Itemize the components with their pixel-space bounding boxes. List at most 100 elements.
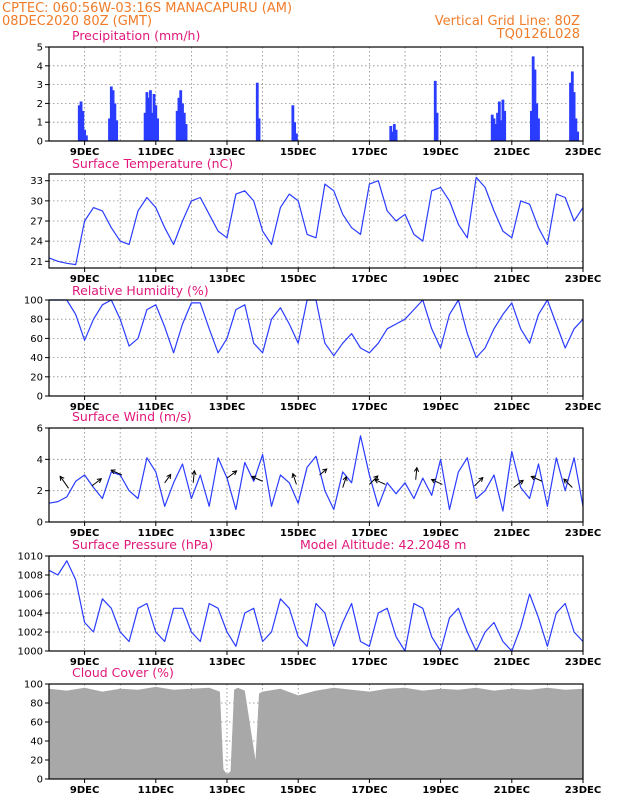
- precip-bar: [572, 92, 576, 141]
- y-tick-label: 100: [24, 680, 43, 691]
- precip-bar: [177, 97, 181, 141]
- header-grid-line: Vertical Grid Line: 80Z: [435, 14, 580, 29]
- wind-arrow-head: [478, 476, 484, 483]
- y-tick-label: 33: [30, 176, 43, 187]
- wind-arrow-head: [342, 475, 348, 482]
- y-tick-label: 0: [37, 775, 43, 786]
- precip-bar: [503, 110, 507, 141]
- x-tick-label: 15DEC: [280, 147, 316, 158]
- x-tick-label: 17DEC: [351, 402, 387, 413]
- precip-bar: [499, 120, 503, 141]
- x-tick-label: 21DEC: [494, 785, 530, 796]
- precip-bar: [394, 129, 398, 141]
- x-tick-label: 13DEC: [209, 274, 245, 285]
- x-tick-label: 23DEC: [565, 402, 601, 413]
- wind-arrow: [513, 479, 524, 488]
- precip-bar: [490, 114, 494, 141]
- wind-arrow-head: [373, 475, 379, 481]
- precip-bar: [291, 105, 295, 141]
- x-tick-label: 21DEC: [494, 657, 530, 668]
- x-tick-label: 19DEC: [422, 657, 458, 668]
- y-tick-label: 0: [37, 392, 43, 403]
- wind-arrow-head: [59, 475, 65, 481]
- precip-bar: [257, 118, 261, 141]
- plots-layer: 0 1 2 3 4 5 9DEC 11DEC 13DEC 15DEC 17DEC 19DEC 21DEC…: [18, 43, 602, 797]
- rh-line: [49, 299, 584, 359]
- wind-line: [48, 435, 584, 512]
- y-tick-label: 20: [30, 756, 43, 767]
- wind-arrow: [91, 478, 102, 487]
- x-tick-label: 17DEC: [351, 528, 387, 539]
- precip-bar: [392, 124, 396, 141]
- y-tick-label: 60: [30, 718, 43, 729]
- panel-temp: 21 24 27 30 33 9DEC 11DEC 13DEC 15DEC 17DEC 19DEC 2…: [30, 173, 601, 285]
- panel-title-cloud-cover: Cloud Cover (%): [72, 665, 174, 680]
- x-tick-label: 19DEC: [422, 274, 458, 285]
- y-tick-label: 2: [37, 486, 43, 497]
- precip-bar: [182, 112, 186, 141]
- precip-bar: [496, 112, 499, 141]
- y-tick-label: 27: [30, 217, 43, 228]
- precip-bar: [181, 103, 184, 141]
- x-tick-label: 11DEC: [138, 657, 174, 668]
- precip-bar: [81, 110, 85, 141]
- header-date: 08DEC2020 80Z (GMT): [2, 14, 152, 29]
- y-tick-label: 0: [37, 137, 43, 148]
- y-tick-label: 5: [37, 43, 43, 54]
- precip-bar: [574, 118, 578, 141]
- precip-bar: [501, 99, 505, 141]
- panel-rh: 0 20 40 60 80 100 9DEC 11DEC 13DEC 15DEC 17DEC 19DE…: [24, 296, 601, 414]
- wind-arrow: [164, 474, 172, 484]
- precip-bar: [149, 90, 152, 141]
- x-tick-label: 11DEC: [138, 274, 174, 285]
- x-tick-label: 19DEC: [422, 147, 458, 158]
- precip-bar: [435, 112, 439, 141]
- precip-bar: [77, 105, 81, 141]
- wind-arrow: [192, 470, 195, 483]
- x-tick-label: 21DEC: [494, 274, 530, 285]
- precip-bar: [113, 103, 117, 141]
- precip-bar: [84, 135, 88, 141]
- y-tick-label: 30: [30, 196, 43, 207]
- panel-cloud: 0 20 40 60 80 100 9DEC 11DEC 13DEC 15DEC 17DEC 19DE…: [24, 680, 601, 797]
- precip-bar: [156, 118, 159, 141]
- x-tick-label: 11DEC: [138, 528, 174, 539]
- wind-arrow-head: [518, 479, 525, 485]
- x-tick-label: 17DEC: [351, 274, 387, 285]
- precip-bar: [152, 94, 156, 141]
- precip-bar: [570, 71, 574, 141]
- x-tick-label: 19DEC: [422, 528, 458, 539]
- panel-title-pressure: Surface Pressure (hPa): [72, 537, 213, 552]
- x-tick-label: 17DEC: [351, 785, 387, 796]
- x-tick-label: 23DEC: [565, 657, 601, 668]
- wind-arrow-head: [96, 478, 103, 484]
- precip-bar: [179, 90, 183, 141]
- x-tick-label: 15DEC: [280, 785, 316, 796]
- precip-bar: [184, 124, 188, 141]
- y-tick-label: 1004: [18, 609, 43, 620]
- precip-bar: [531, 56, 535, 141]
- pressure-altitude-annotation: Model Altitude: 42.2048 m: [300, 537, 466, 552]
- x-tick-label: 23DEC: [565, 528, 601, 539]
- precip-bar: [83, 129, 86, 141]
- precip-bar: [537, 118, 540, 141]
- y-tick-label: 0: [37, 518, 43, 529]
- x-tick-label: 17DEC: [351, 657, 387, 668]
- panel-wind: 0 2 4 6 9DEC 11DEC 13DEC 15DEC 17DEC 19DEC 21DEC 23…: [37, 424, 602, 540]
- x-tick-label: 13DEC: [209, 657, 245, 668]
- temp-line: [48, 176, 584, 266]
- x-tick-label: 21DEC: [494, 528, 530, 539]
- x-tick-label: 15DEC: [280, 402, 316, 413]
- wind-arrow-head: [563, 478, 569, 484]
- header-station: CPTEC: 060:56W-03:16S MANACAPURU (AM): [2, 1, 292, 16]
- x-tick-label: 9DEC: [70, 528, 99, 539]
- precip-bar: [175, 110, 179, 141]
- precip-bar: [150, 112, 154, 141]
- wind-arrow: [226, 470, 237, 479]
- x-tick-label: 21DEC: [494, 147, 530, 158]
- x-tick-label: 13DEC: [209, 402, 245, 413]
- y-tick-label: 40: [30, 353, 43, 364]
- cloud-area: [49, 686, 583, 779]
- y-tick-label: 24: [30, 237, 43, 248]
- wind-arrow: [531, 476, 543, 482]
